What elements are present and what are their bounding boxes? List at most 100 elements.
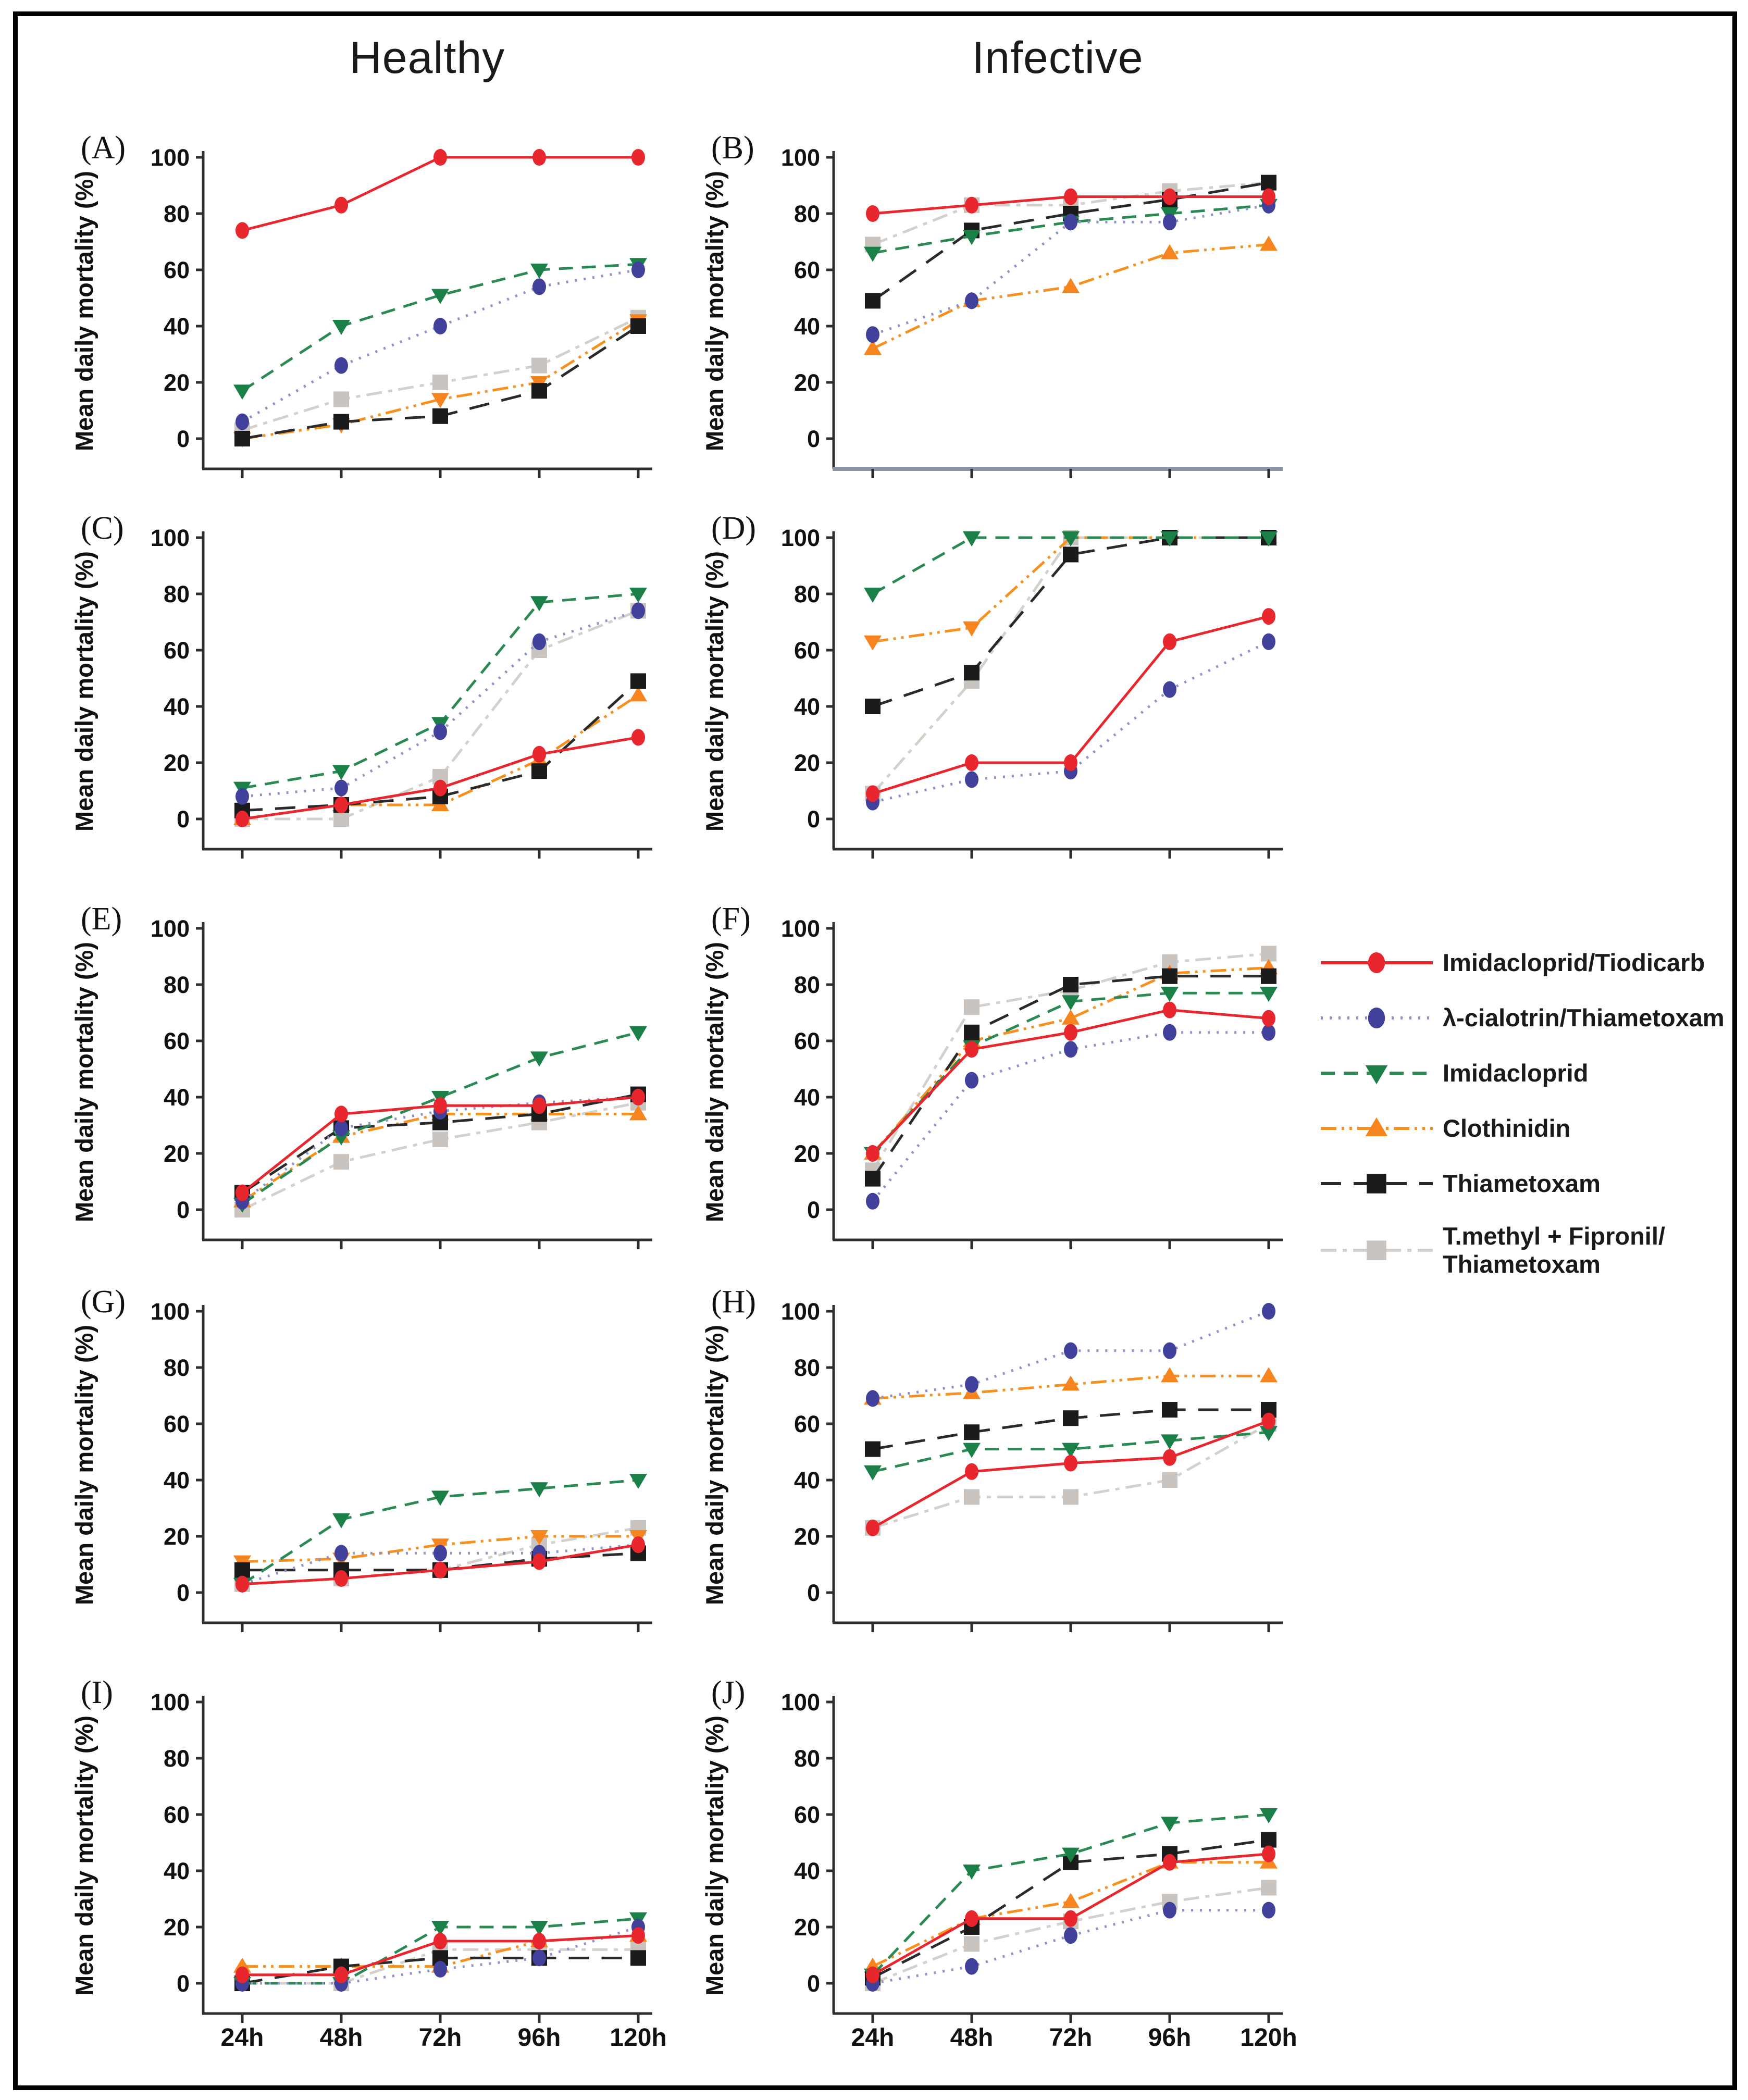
y-tick-label: 60	[164, 257, 190, 283]
y-tick-label: 0	[177, 806, 190, 832]
y-tick-label: 80	[794, 201, 820, 227]
axes	[832, 531, 1283, 851]
y-tick-label: 40	[164, 693, 190, 720]
y-tick-label: 40	[794, 313, 820, 340]
series-imidacloprid-tiodicarb	[235, 149, 645, 239]
y-axis-title: Mean daily mortality (%)	[701, 1716, 728, 1996]
y-tick-label: 0	[177, 1970, 190, 1997]
series-clothinidin	[233, 686, 647, 825]
y-tick-label: 80	[164, 201, 190, 227]
y-tick-label: 20	[164, 1140, 190, 1167]
legend-label: Clothinidin	[1443, 1114, 1571, 1142]
y-tick-label: 80	[164, 972, 190, 998]
chart-panel-D: (D) Mean daily mortality (%) 0 20 40 60 80 100	[662, 511, 1323, 892]
series-clothinidin	[864, 1367, 1278, 1405]
x-tick-label: 48h	[320, 2024, 363, 2052]
panel-label: (G)	[81, 1285, 126, 1320]
series-thiametoxam	[234, 318, 646, 446]
y-tick-label: 60	[794, 1411, 820, 1437]
chart-H-svg: (H) Mean daily mortality (%) 0 20 40 60 80 100	[701, 1284, 1283, 1632]
series-cialotrin-thiametoxam	[866, 196, 1275, 343]
panel-label: (J)	[711, 1676, 745, 1710]
chart-E-svg: (E) Mean daily mortality (%) 0 20 40 60 80 100	[70, 901, 652, 1249]
series-cialotrin-thiametoxam	[866, 633, 1275, 811]
y-tick-label: 0	[807, 1197, 820, 1223]
chart-J-svg: (J) Mean daily mortality (%) 0 20 40 60 80 100 2…	[701, 1675, 1297, 2052]
y-axis-title: Mean daily mortality (%)	[70, 1325, 98, 1605]
chart-panel-G: (G) Mean daily mortality (%) 0 20 40 60 80 100	[31, 1284, 693, 1666]
y-tick-label: 0	[177, 1197, 190, 1223]
y-tick-label: 20	[794, 1523, 820, 1550]
series-imidacloprid-tiodicarb	[235, 1089, 645, 1201]
chart-G-svg: (G) Mean daily mortality (%) 0 20 40 60 80 100	[70, 1284, 652, 1632]
chart-B-svg: (B) Mean daily mortality (%) 0 20 40 60 80 100	[701, 130, 1283, 478]
series-imidacloprid-tiodicarb	[866, 188, 1275, 222]
legend-label: Thiametoxam	[1443, 1169, 1601, 1197]
y-axis-title: Mean daily mortality (%)	[701, 942, 728, 1222]
chart-panel-H: (H) Mean daily mortality (%) 0 20 40 60 80 100	[662, 1284, 1323, 1666]
y-tick-label: 20	[794, 1140, 820, 1167]
y-tick-label: 60	[164, 1801, 190, 1828]
series-imidacloprid-tiodicarb	[235, 1927, 645, 1983]
y-tick-label: 20	[794, 369, 820, 396]
series-imidacloprid	[233, 588, 647, 797]
legend-key-thiametoxam	[1321, 1174, 1433, 1194]
series-clothinidin	[864, 235, 1278, 355]
panel-label: (H)	[711, 1285, 756, 1320]
y-tick-label: 60	[794, 1801, 820, 1828]
chart-panel-I: (I) Mean daily mortality (%) 0 20 40 60 80 100 2…	[31, 1675, 693, 2056]
y-tick-label: 80	[794, 1745, 820, 1772]
axes	[832, 922, 1283, 1241]
legend-key-cialotrin-thiametoxam	[1321, 1008, 1433, 1028]
y-tick-label: 20	[164, 369, 190, 396]
x-tick-label: 96h	[1148, 2024, 1192, 2052]
series-imidacloprid-tiodicarb	[866, 1845, 1275, 1983]
legend-key-tmethyl-fipronil-thiametoxam	[1321, 1240, 1433, 1260]
series-cialotrin-thiametoxam	[866, 1303, 1275, 1407]
series-imidacloprid-tiodicarb	[866, 608, 1275, 802]
y-tick-label: 100	[151, 915, 190, 942]
y-tick-label: 100	[151, 1298, 190, 1325]
chart-D-svg: (D) Mean daily mortality (%) 0 20 40 60 80 100	[701, 511, 1283, 859]
chart-panel-A: (A) Mean daily mortality (%) 0 20 40 60 80 100	[31, 130, 693, 512]
y-tick-label: 80	[164, 1745, 190, 1772]
y-tick-label: 20	[164, 1523, 190, 1550]
panel-label: (E)	[81, 902, 122, 937]
panel-label: (A)	[81, 131, 126, 166]
y-tick-label: 40	[164, 1467, 190, 1494]
panel-label: (F)	[711, 902, 751, 937]
y-tick-label: 40	[794, 1858, 820, 1884]
y-tick-label: 40	[794, 1084, 820, 1111]
column-title-healthy: Healthy	[349, 33, 505, 83]
chart-panel-E: (E) Mean daily mortality (%) 0 20 40 60 80 100	[31, 901, 693, 1283]
y-tick-label: 100	[151, 1689, 190, 1716]
axes	[832, 151, 1283, 471]
figure-border	[13, 11, 1737, 2090]
legend-label: λ-cialotrin/Thiametoxam	[1443, 1003, 1725, 1032]
series-t-methyl-fipronil-thiametoxam	[865, 1416, 1276, 1536]
panel-label: (I)	[81, 1676, 113, 1710]
legend-label: T.methyl + Fipronil/ Thiametoxam	[1443, 1222, 1665, 1278]
x-tick-label: 120h	[610, 2024, 666, 2052]
y-axis-title: Mean daily mortality (%)	[701, 171, 728, 451]
legend-label: Imidacloprid/Tiodicarb	[1443, 948, 1705, 976]
legend-key-imidacloprid	[1321, 1065, 1433, 1085]
y-axis-title: Mean daily mortality (%)	[70, 1716, 98, 1996]
legend-label: Imidacloprid	[1443, 1059, 1589, 1087]
axes	[202, 531, 652, 851]
legend-key-clothinidin	[1321, 1117, 1433, 1136]
x-tick-label: 48h	[950, 2024, 994, 2052]
y-axis-title: Mean daily mortality (%)	[70, 171, 98, 451]
y-axis-title: Mean daily mortality (%)	[70, 551, 98, 831]
y-tick-label: 0	[807, 426, 820, 452]
chart-C-svg: (C) Mean daily mortality (%) 0 20 40 60 80 100	[70, 511, 652, 859]
y-tick-label: 100	[781, 525, 820, 551]
y-tick-label: 80	[794, 1355, 820, 1381]
panel-label: (C)	[81, 512, 124, 546]
axes	[832, 1305, 1283, 1624]
y-tick-label: 100	[781, 144, 820, 171]
y-tick-label: 60	[164, 1028, 190, 1054]
x-tick-label: 24h	[221, 2024, 264, 2052]
x-tick-label: 72h	[419, 2024, 462, 2052]
series-imidacloprid	[864, 531, 1278, 603]
